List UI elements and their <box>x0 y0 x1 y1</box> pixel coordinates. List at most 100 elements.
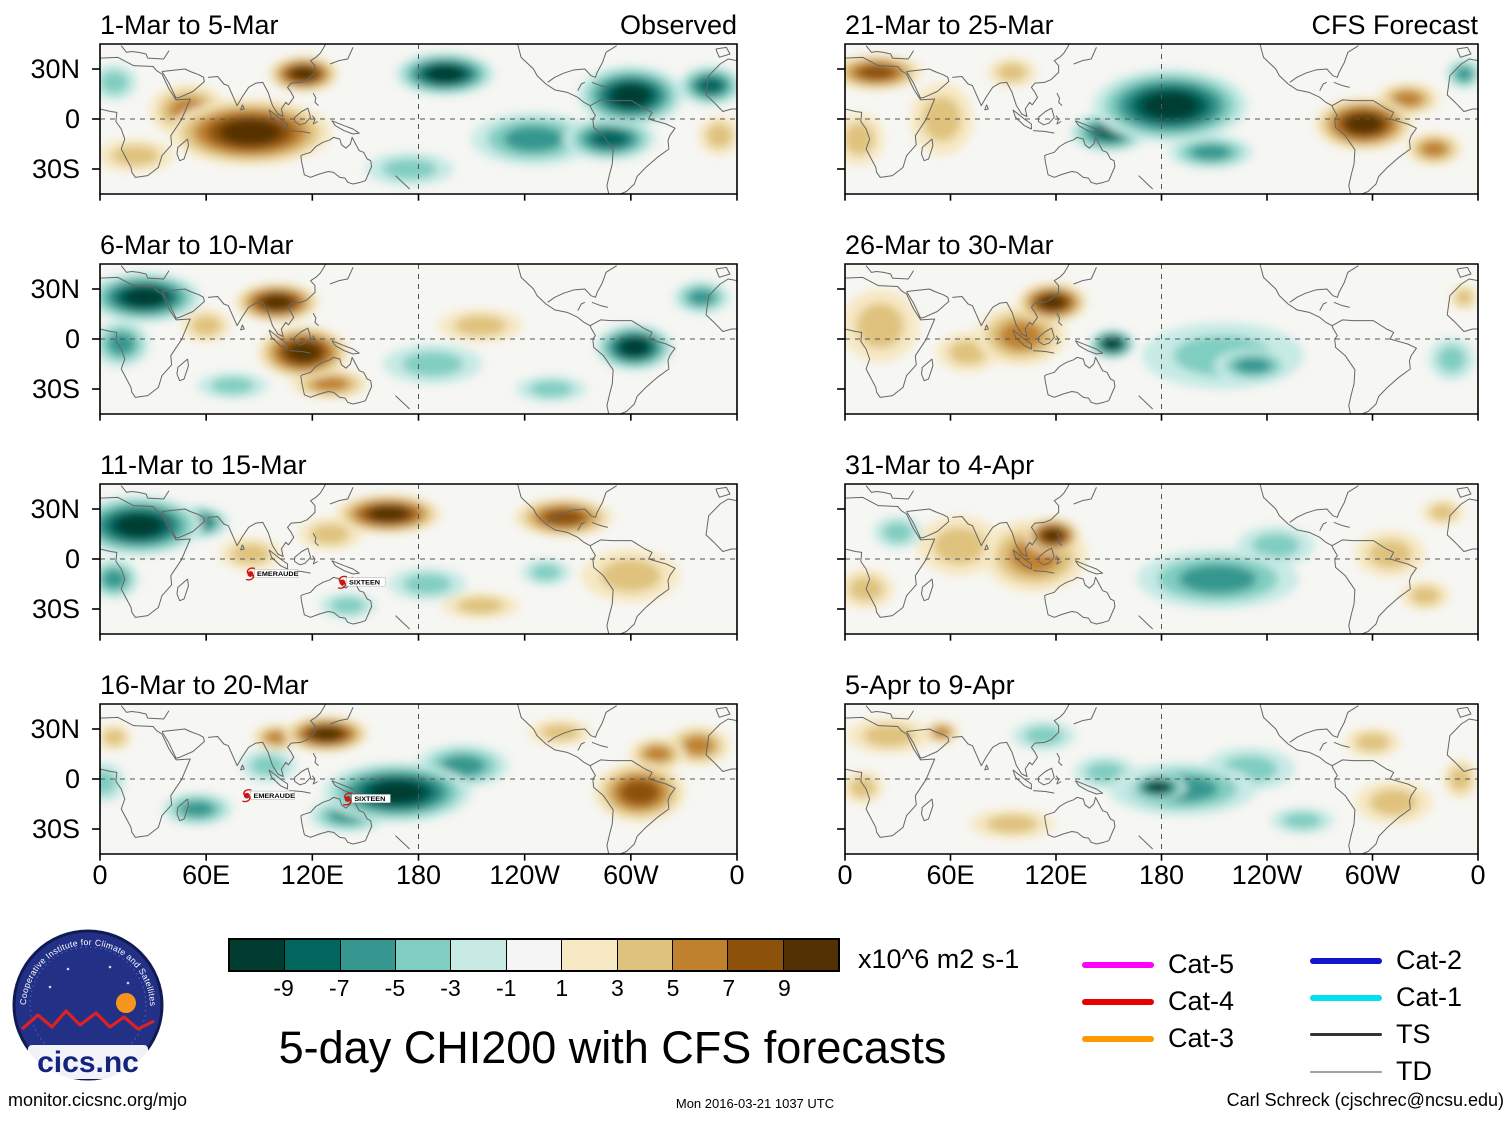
colorbar-tick-label: 1 <box>555 975 569 1001</box>
map-panel <box>845 44 1478 194</box>
colorbar-segment <box>562 940 618 970</box>
legend-item-cat1: Cat-1 <box>1310 979 1462 1016</box>
footer-url: monitor.cicsnc.org/mjo <box>8 1090 188 1110</box>
cat4-line-swatch <box>1082 998 1154 1005</box>
legend-label: TD <box>1396 1056 1432 1086</box>
anomaly-field <box>100 715 730 833</box>
colorbar-tick-label: 5 <box>666 975 680 1001</box>
panel-16mar-20mar: 16-Mar to 20-Mar EMERAUDE SIXTEEN <box>100 668 737 854</box>
credit: Carl Schreck (cjschrec@ncsu.edu) <box>1226 1090 1504 1110</box>
storm-label-bg <box>346 577 386 587</box>
y-axis-label: 0 <box>64 324 80 354</box>
storm-label: SIXTEEN <box>349 580 380 587</box>
panel-title: 11-Mar to 15-Mar <box>100 450 307 480</box>
storm-label-bg <box>351 794 391 803</box>
panel-head: 1-Mar to 5-Mar Observed <box>100 8 737 40</box>
x-axis-label: 0 <box>837 860 853 890</box>
x-axis-label: 120E <box>1024 860 1088 890</box>
map-panel <box>845 264 1478 414</box>
forecast-column: 21-Mar to 25-Mar CFS Forecast 26-Mar to … <box>845 8 1478 888</box>
colorbar-tick-label: -9 <box>273 975 294 1001</box>
legend-label: Cat-4 <box>1168 986 1235 1016</box>
x-axis-label: 120W <box>489 860 560 890</box>
colorbar-segment <box>451 940 507 970</box>
map-panel: EMERAUDE SIXTEEN <box>100 704 737 854</box>
colorbar-segment <box>617 940 673 970</box>
storm-marker: SIXTEEN <box>337 575 386 589</box>
y-axis-label: 30S <box>31 154 80 184</box>
colorbar-tick-label: -5 <box>384 975 406 1001</box>
legend-item-ts: TS <box>1310 1016 1462 1053</box>
ts-line-swatch <box>1310 1033 1382 1036</box>
colorbar-tick-label: -7 <box>329 975 350 1001</box>
anomaly-field <box>845 717 1478 839</box>
colorbar: -9 -7 -5 -3 -1 1 3 5 7 9 <box>228 938 840 1005</box>
x-axis-label: 0 <box>92 860 108 890</box>
colorbar-segment <box>230 940 286 970</box>
x-axis-labels-forecast: 0 60E 120E 180 120W 60W 0 <box>837 860 1485 900</box>
panel-head: 5-Apr to 9-Apr <box>845 668 1478 700</box>
hurricane-icon <box>339 579 346 586</box>
panel-31mar-4apr: 31-Mar to 4-Apr <box>845 448 1478 634</box>
logo-wordmark: cics.nc <box>37 1046 139 1079</box>
legend-label: Cat-5 <box>1168 949 1235 979</box>
legend-item-cat3: Cat-3 <box>1082 1020 1234 1057</box>
panel-head: 21-Mar to 25-Mar CFS Forecast <box>845 8 1478 40</box>
anomaly-field <box>845 54 1478 169</box>
x-axis-label: 120E <box>280 860 344 890</box>
y-axis-label: 30S <box>31 814 80 844</box>
y-axis-label: 30N <box>30 54 80 84</box>
legend-label: Cat-1 <box>1396 982 1463 1012</box>
map-panel <box>100 264 737 414</box>
units-label: x10^6 m2 s-1 <box>858 944 1020 974</box>
storm-marker: SIXTEEN <box>343 792 391 806</box>
colorbar-tick-labels: -9 -7 -5 -3 -1 1 3 5 7 9 <box>228 975 840 1005</box>
colorbar-segment <box>285 940 341 970</box>
legend-label: Cat-2 <box>1396 945 1463 975</box>
x-axis-label: 60E <box>182 860 231 890</box>
panel-head: 6-Mar to 10-Mar <box>100 228 737 260</box>
colorbar-tick-label: -1 <box>495 975 517 1001</box>
colorbar-segment <box>783 940 838 970</box>
y-axis-label: 30N <box>30 714 80 744</box>
legend-item-cat2: Cat-2 <box>1310 942 1462 979</box>
observed-column: 1-Mar to 5-Mar Observed 6-Mar to 10-Mar … <box>100 8 737 888</box>
x-axis-label: 180 <box>395 860 442 890</box>
x-axis-label: 60E <box>926 860 975 890</box>
map-panel: EMERAUDE SIXTEEN <box>100 484 737 634</box>
panel-head: 31-Mar to 4-Apr <box>845 448 1478 480</box>
x-axis-label: 0 <box>1470 860 1486 890</box>
hurricane-icon <box>243 792 250 799</box>
panel-title: 26-Mar to 30-Mar <box>845 230 1054 260</box>
y-axis-label: 0 <box>64 544 80 574</box>
colorbar-segment <box>728 940 784 970</box>
panel-title: 21-Mar to 25-Mar <box>845 10 1054 40</box>
panel-head: 11-Mar to 15-Mar <box>100 448 737 480</box>
x-axis-label: 60W <box>603 860 659 890</box>
legend-item-td: TD <box>1310 1053 1462 1090</box>
legend-label: TS <box>1396 1019 1431 1049</box>
colorbar-segment <box>506 940 563 970</box>
panel-1mar-5mar: 1-Mar to 5-Mar Observed <box>100 8 737 194</box>
colorbar-tick-label: 3 <box>611 975 624 1001</box>
panel-11mar-15mar: 11-Mar to 15-Mar EMERAUDE SIXTEEN <box>100 448 737 634</box>
storm-marker: EMERAUDE <box>242 789 295 803</box>
y-axis-label: 30N <box>30 274 80 304</box>
panel-title: 6-Mar to 10-Mar <box>100 230 294 260</box>
y-axis-label: 0 <box>64 104 80 134</box>
storm-label: SIXTEEN <box>354 796 385 803</box>
x-axis-label: 180 <box>1138 860 1185 890</box>
panel-21mar-25mar: 21-Mar to 25-Mar CFS Forecast <box>845 8 1478 194</box>
colorbar-segment <box>396 940 452 970</box>
panel-head: 16-Mar to 20-Mar <box>100 668 737 700</box>
storm-marker: EMERAUDE <box>245 567 299 581</box>
panel-title: 31-Mar to 4-Apr <box>845 450 1035 480</box>
y-axis-label: 0 <box>64 764 80 794</box>
colorbar-tick-label: 7 <box>722 975 736 1001</box>
colorbar-tick-label: 9 <box>777 975 791 1001</box>
map-panel <box>845 704 1478 854</box>
storm-label-bg <box>250 790 295 800</box>
y-axis-labels-row-1: 30N 0 30S <box>0 44 88 194</box>
storm-label-bg <box>254 569 299 578</box>
panel-5apr-9apr: 5-Apr to 9-Apr <box>845 668 1478 854</box>
